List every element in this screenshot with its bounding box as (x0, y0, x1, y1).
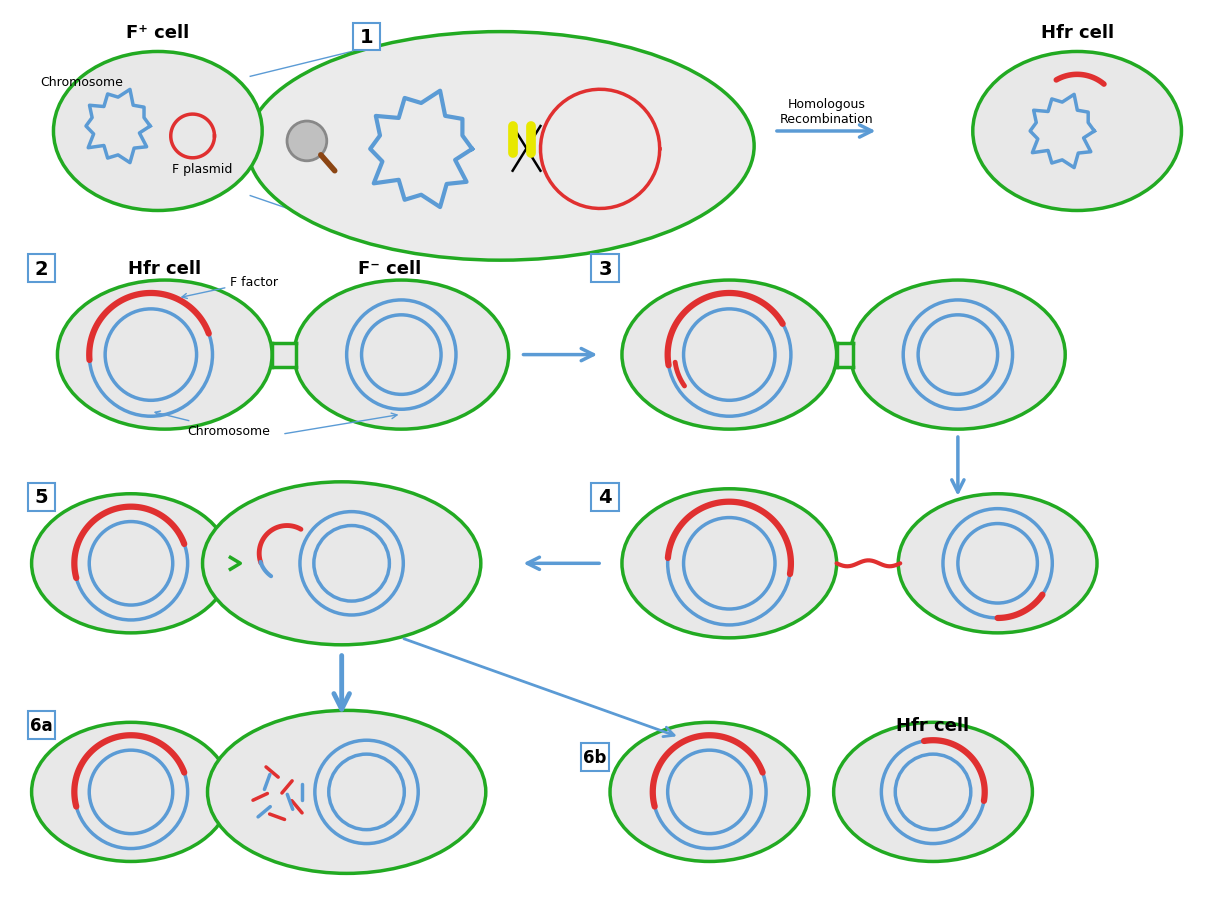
Text: 5: 5 (34, 488, 48, 507)
Ellipse shape (32, 722, 231, 861)
Ellipse shape (58, 281, 273, 430)
Text: Homologous
Recombination: Homologous Recombination (780, 98, 873, 126)
Ellipse shape (54, 52, 262, 211)
Ellipse shape (898, 494, 1097, 633)
FancyBboxPatch shape (27, 712, 55, 740)
Ellipse shape (834, 722, 1033, 861)
Text: F factor: F factor (182, 275, 279, 299)
Text: 6b: 6b (583, 749, 607, 767)
Ellipse shape (610, 722, 809, 861)
Text: 3: 3 (598, 259, 612, 278)
FancyBboxPatch shape (591, 255, 619, 283)
Circle shape (287, 122, 327, 162)
Text: Hfr cell: Hfr cell (128, 260, 201, 278)
Ellipse shape (851, 281, 1065, 430)
Text: 6a: 6a (31, 716, 53, 734)
Text: 1: 1 (360, 28, 373, 47)
Ellipse shape (208, 711, 486, 873)
Ellipse shape (32, 494, 231, 633)
Ellipse shape (293, 281, 508, 430)
Text: F⁺ cell: F⁺ cell (126, 23, 189, 42)
Ellipse shape (973, 52, 1181, 211)
Text: Chromosome: Chromosome (155, 412, 270, 438)
Text: Hfr cell: Hfr cell (896, 716, 970, 734)
FancyBboxPatch shape (352, 23, 381, 51)
Text: 4: 4 (598, 488, 612, 507)
Text: Hfr cell: Hfr cell (1040, 23, 1114, 42)
Ellipse shape (621, 489, 836, 638)
Polygon shape (836, 343, 852, 368)
Polygon shape (273, 343, 296, 368)
Text: F⁻ cell: F⁻ cell (357, 260, 421, 278)
Ellipse shape (203, 482, 481, 645)
FancyBboxPatch shape (27, 255, 55, 283)
Ellipse shape (247, 33, 754, 261)
Text: Chromosome: Chromosome (39, 76, 123, 88)
FancyBboxPatch shape (591, 483, 619, 511)
FancyBboxPatch shape (27, 483, 55, 511)
Text: 2: 2 (34, 259, 48, 278)
Text: F plasmid: F plasmid (172, 163, 233, 176)
FancyBboxPatch shape (581, 743, 609, 771)
Ellipse shape (621, 281, 836, 430)
